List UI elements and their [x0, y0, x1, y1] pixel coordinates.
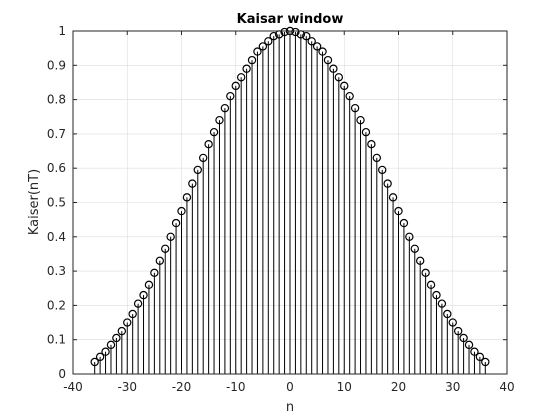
x-tick-label: 40 [499, 380, 514, 394]
stem-marker [128, 309, 137, 319]
y-tick-label: 0.2 [47, 298, 66, 312]
x-tick-label: 10 [337, 380, 352, 394]
stem-marker [443, 309, 452, 319]
stem-marker [161, 244, 170, 254]
stem-marker [166, 232, 175, 241]
stem-marker [323, 55, 333, 65]
stem-marker [236, 73, 246, 82]
stem-marker [475, 352, 485, 362]
axis-ticks: -40 -30 -20 -10 0 10 20 30 40 0 0.1 0.2 0.3 0.4 0.5 0.6… [47, 24, 515, 394]
stem-marker [112, 333, 121, 343]
y-tick-label: 0.8 [47, 93, 66, 107]
stem-marker [481, 357, 490, 367]
stem-marker [372, 153, 381, 163]
stem-marker [329, 64, 338, 73]
stem-marker [226, 91, 235, 101]
stem-marker [340, 81, 349, 91]
stem-marker [231, 81, 240, 91]
stem-marker [470, 347, 479, 356]
stem-marker [378, 165, 387, 175]
stem-marker [101, 347, 110, 356]
stem-marker [117, 326, 127, 336]
stem-marker [182, 193, 192, 202]
stem-marker [269, 31, 278, 41]
stem-marker [388, 193, 398, 202]
stem-marker [90, 357, 99, 367]
stem-series [90, 26, 490, 374]
y-tick-label: 0.6 [47, 161, 66, 175]
y-tick-label: 0.3 [47, 264, 66, 278]
stem-marker [280, 27, 289, 37]
y-tick-label: 0.7 [47, 127, 66, 141]
stem-marker [421, 268, 430, 278]
x-tick-label: -40 [63, 380, 83, 394]
stem-marker [399, 218, 409, 228]
stem-marker [394, 206, 403, 216]
stem-marker [383, 179, 392, 188]
stem-marker [367, 139, 376, 149]
y-tick-label: 0.5 [47, 196, 66, 210]
x-tick-label: 30 [445, 380, 460, 394]
stem-marker [302, 31, 311, 41]
stem-marker [318, 47, 327, 56]
stem-marker [144, 280, 154, 290]
stem-marker [177, 206, 186, 216]
stem-marker [133, 299, 143, 308]
stem-marker [264, 37, 273, 46]
stem-marker [247, 55, 257, 65]
x-axis-label: n [286, 400, 294, 415]
stem-marker [307, 37, 316, 46]
y-tick-label: 0.4 [47, 230, 66, 244]
stem-marker [220, 103, 230, 113]
stem-marker [350, 103, 360, 113]
stem-marker [123, 318, 132, 327]
stem-marker [361, 127, 371, 137]
stem-marker [448, 318, 457, 327]
stem-marker [95, 352, 105, 362]
stem-marker [426, 280, 436, 290]
stem-marker [209, 127, 219, 137]
x-tick-label: -30 [117, 380, 137, 394]
stem-marker [356, 115, 365, 125]
stem-marker [345, 91, 354, 101]
y-tick-label: 0.9 [47, 58, 66, 72]
stem-marker [432, 290, 441, 300]
stem-marker [215, 115, 224, 125]
stem-marker [253, 47, 262, 56]
stem-marker [437, 299, 447, 308]
stem-marker [171, 218, 181, 228]
stem-marker [416, 256, 425, 266]
stem-marker [410, 244, 419, 254]
stem-marker [312, 42, 322, 51]
stem-marker [139, 290, 148, 300]
stem-marker [188, 179, 197, 188]
x-tick-label: -10 [226, 380, 246, 394]
stem-marker [204, 139, 213, 149]
stem-marker [150, 268, 159, 278]
stem-marker [334, 73, 344, 82]
chart-title: Kaisar window [237, 12, 344, 27]
stem-marker [464, 340, 474, 350]
stem-marker [291, 27, 300, 37]
y-tick-label: 0.1 [47, 333, 66, 347]
y-tick-label: 0 [58, 367, 66, 381]
stem-marker [106, 340, 116, 350]
stem-marker [405, 232, 414, 241]
y-tick-label: 1 [58, 24, 66, 38]
x-tick-label: 0 [286, 380, 294, 394]
stem-marker [258, 42, 268, 51]
stem-marker [242, 64, 251, 73]
stem-marker [453, 326, 463, 336]
stem-marker [193, 165, 202, 175]
stem-marker [459, 333, 468, 343]
stem-marker [155, 256, 164, 266]
x-tick-label: 20 [391, 380, 406, 394]
x-tick-label: -20 [172, 380, 192, 394]
stem-marker [198, 153, 208, 163]
y-axis-label: Kaiser(nT) [27, 169, 42, 235]
